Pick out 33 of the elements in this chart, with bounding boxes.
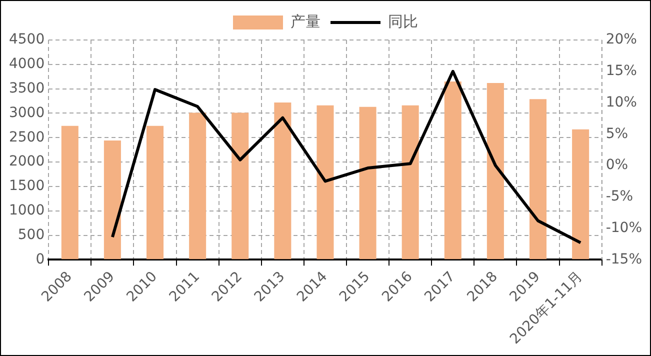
y2-tick-label: 20%	[606, 32, 637, 48]
y-tick-label: 4000	[8, 56, 45, 72]
bar	[189, 112, 206, 260]
y2-tick-label: -5%	[606, 188, 634, 205]
y-tick-label: 3000	[8, 104, 45, 121]
y2-tick-label: 0%	[606, 157, 628, 174]
bar	[402, 105, 419, 260]
bar	[444, 81, 462, 260]
bar	[359, 106, 376, 260]
y-tick-label: 1500	[8, 178, 45, 194]
legend-label: 同比	[388, 12, 418, 30]
y2-tick-label: -10%	[606, 220, 642, 236]
y2-tick-label: 5%	[606, 126, 628, 142]
bar	[572, 129, 590, 260]
y-tick-label: 2000	[8, 154, 45, 170]
bar	[529, 99, 547, 260]
y-tick-label: 2500	[8, 129, 45, 146]
legend-label: 产量	[290, 12, 320, 30]
bar	[316, 105, 334, 260]
y-tick-label: 0	[36, 251, 45, 268]
bar	[232, 112, 249, 260]
y2-tick-label: 10%	[606, 94, 637, 110]
y-tick-label: 4500	[8, 32, 45, 48]
y-tick-label: 500	[18, 226, 45, 243]
bar	[146, 126, 164, 260]
bar	[61, 126, 78, 260]
bar	[274, 102, 292, 260]
y2-tick-label: 15%	[606, 63, 637, 80]
y-tick-label: 3500	[8, 80, 45, 96]
y2-tick-label: -15%	[606, 251, 642, 268]
bar	[104, 140, 121, 260]
bar	[486, 82, 504, 260]
y-tick-label: 1000	[8, 202, 45, 218]
